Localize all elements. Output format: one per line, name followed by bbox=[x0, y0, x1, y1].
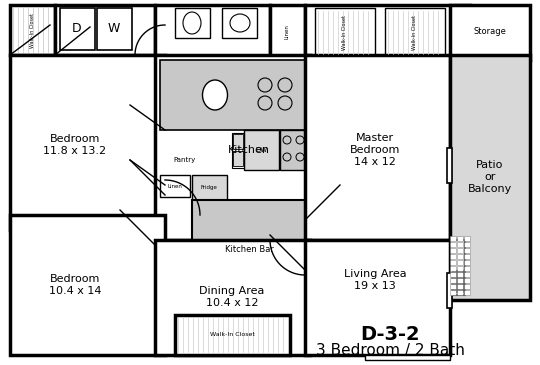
Bar bbox=[160, 60, 305, 130]
Text: D: D bbox=[72, 23, 82, 35]
Bar bbox=[450, 55, 530, 300]
Bar bbox=[450, 236, 456, 241]
Ellipse shape bbox=[296, 153, 304, 161]
Bar bbox=[457, 272, 463, 277]
Bar bbox=[457, 242, 463, 247]
Bar bbox=[457, 260, 463, 265]
Ellipse shape bbox=[258, 96, 272, 110]
Bar bbox=[450, 290, 456, 295]
Bar bbox=[450, 284, 456, 289]
Bar bbox=[457, 290, 463, 295]
Bar bbox=[450, 278, 456, 283]
Text: Walk-In Closet: Walk-In Closet bbox=[30, 12, 35, 47]
Bar bbox=[10, 5, 55, 55]
Bar bbox=[450, 260, 456, 265]
Bar bbox=[233, 134, 243, 149]
Bar bbox=[192, 175, 227, 200]
Bar bbox=[447, 273, 452, 308]
Bar bbox=[464, 242, 470, 247]
Bar bbox=[464, 266, 470, 271]
Text: Kitchen: Kitchen bbox=[228, 145, 270, 155]
Bar bbox=[305, 5, 470, 60]
Bar bbox=[452, 270, 463, 292]
Text: Dining Area
10.4 x 12: Dining Area 10.4 x 12 bbox=[199, 286, 265, 308]
Bar bbox=[365, 355, 450, 360]
Ellipse shape bbox=[258, 78, 272, 92]
Bar bbox=[244, 130, 279, 170]
Bar bbox=[155, 5, 270, 60]
Bar bbox=[232, 133, 244, 168]
Bar bbox=[457, 266, 463, 271]
Ellipse shape bbox=[278, 78, 292, 92]
Ellipse shape bbox=[183, 12, 201, 34]
Bar bbox=[457, 284, 463, 289]
Bar bbox=[192, 200, 307, 240]
Bar bbox=[10, 55, 165, 230]
Bar bbox=[270, 5, 305, 60]
Bar bbox=[160, 175, 190, 197]
Text: DW: DW bbox=[255, 147, 267, 153]
Bar bbox=[450, 266, 456, 271]
Bar bbox=[233, 151, 243, 166]
Text: Walk-In Closet: Walk-In Closet bbox=[342, 15, 348, 50]
Ellipse shape bbox=[283, 153, 291, 161]
Bar bbox=[60, 8, 95, 50]
Text: Linen: Linen bbox=[167, 184, 183, 188]
Bar bbox=[10, 215, 165, 355]
Bar bbox=[305, 55, 450, 240]
Bar bbox=[457, 236, 463, 241]
Bar bbox=[464, 278, 470, 283]
Bar bbox=[305, 240, 450, 355]
Bar bbox=[464, 260, 470, 265]
Bar bbox=[97, 8, 132, 50]
Text: Storage: Storage bbox=[474, 27, 507, 36]
Bar bbox=[457, 254, 463, 259]
Bar bbox=[464, 254, 470, 259]
Bar bbox=[55, 5, 155, 55]
Bar bbox=[457, 248, 463, 253]
Bar bbox=[464, 248, 470, 253]
Bar bbox=[175, 315, 290, 355]
Ellipse shape bbox=[283, 136, 291, 144]
Bar bbox=[175, 8, 210, 38]
Text: Kitchen Bar: Kitchen Bar bbox=[225, 246, 273, 254]
Text: Walk-In Closet: Walk-In Closet bbox=[413, 15, 417, 50]
Text: Master
Bedroom
14 x 12: Master Bedroom 14 x 12 bbox=[350, 133, 400, 166]
Text: Bedroom
11.8 x 13.2: Bedroom 11.8 x 13.2 bbox=[43, 134, 106, 156]
Text: Bedroom
10.4 x 14: Bedroom 10.4 x 14 bbox=[49, 274, 102, 296]
Bar bbox=[385, 8, 445, 56]
Bar bbox=[450, 254, 456, 259]
Ellipse shape bbox=[278, 96, 292, 110]
Text: D-3-2: D-3-2 bbox=[360, 326, 420, 345]
Bar bbox=[464, 236, 470, 241]
Text: 3 Bedroom / 2 Bath: 3 Bedroom / 2 Bath bbox=[315, 342, 464, 357]
Text: Walk-In Closet: Walk-In Closet bbox=[210, 333, 254, 338]
Bar bbox=[447, 148, 452, 183]
Bar bbox=[457, 278, 463, 283]
Bar bbox=[155, 55, 310, 240]
Text: Patio
or
Balcony: Patio or Balcony bbox=[468, 160, 512, 193]
Bar bbox=[450, 5, 530, 60]
Text: Fridge: Fridge bbox=[200, 184, 218, 189]
Text: Pantry: Pantry bbox=[174, 157, 196, 163]
Bar bbox=[280, 130, 310, 170]
Ellipse shape bbox=[230, 14, 250, 32]
Text: W: W bbox=[108, 23, 120, 35]
Bar bbox=[450, 248, 456, 253]
Text: Living Area
19 x 13: Living Area 19 x 13 bbox=[343, 269, 406, 291]
Bar bbox=[464, 284, 470, 289]
Bar bbox=[450, 240, 465, 295]
Bar bbox=[464, 290, 470, 295]
Bar bbox=[222, 8, 257, 38]
Text: Linen: Linen bbox=[285, 24, 289, 39]
Ellipse shape bbox=[202, 80, 227, 110]
Bar bbox=[155, 240, 310, 355]
Bar bbox=[464, 272, 470, 277]
Bar bbox=[315, 8, 375, 56]
Bar bbox=[450, 272, 456, 277]
Ellipse shape bbox=[296, 136, 304, 144]
Bar bbox=[450, 242, 456, 247]
